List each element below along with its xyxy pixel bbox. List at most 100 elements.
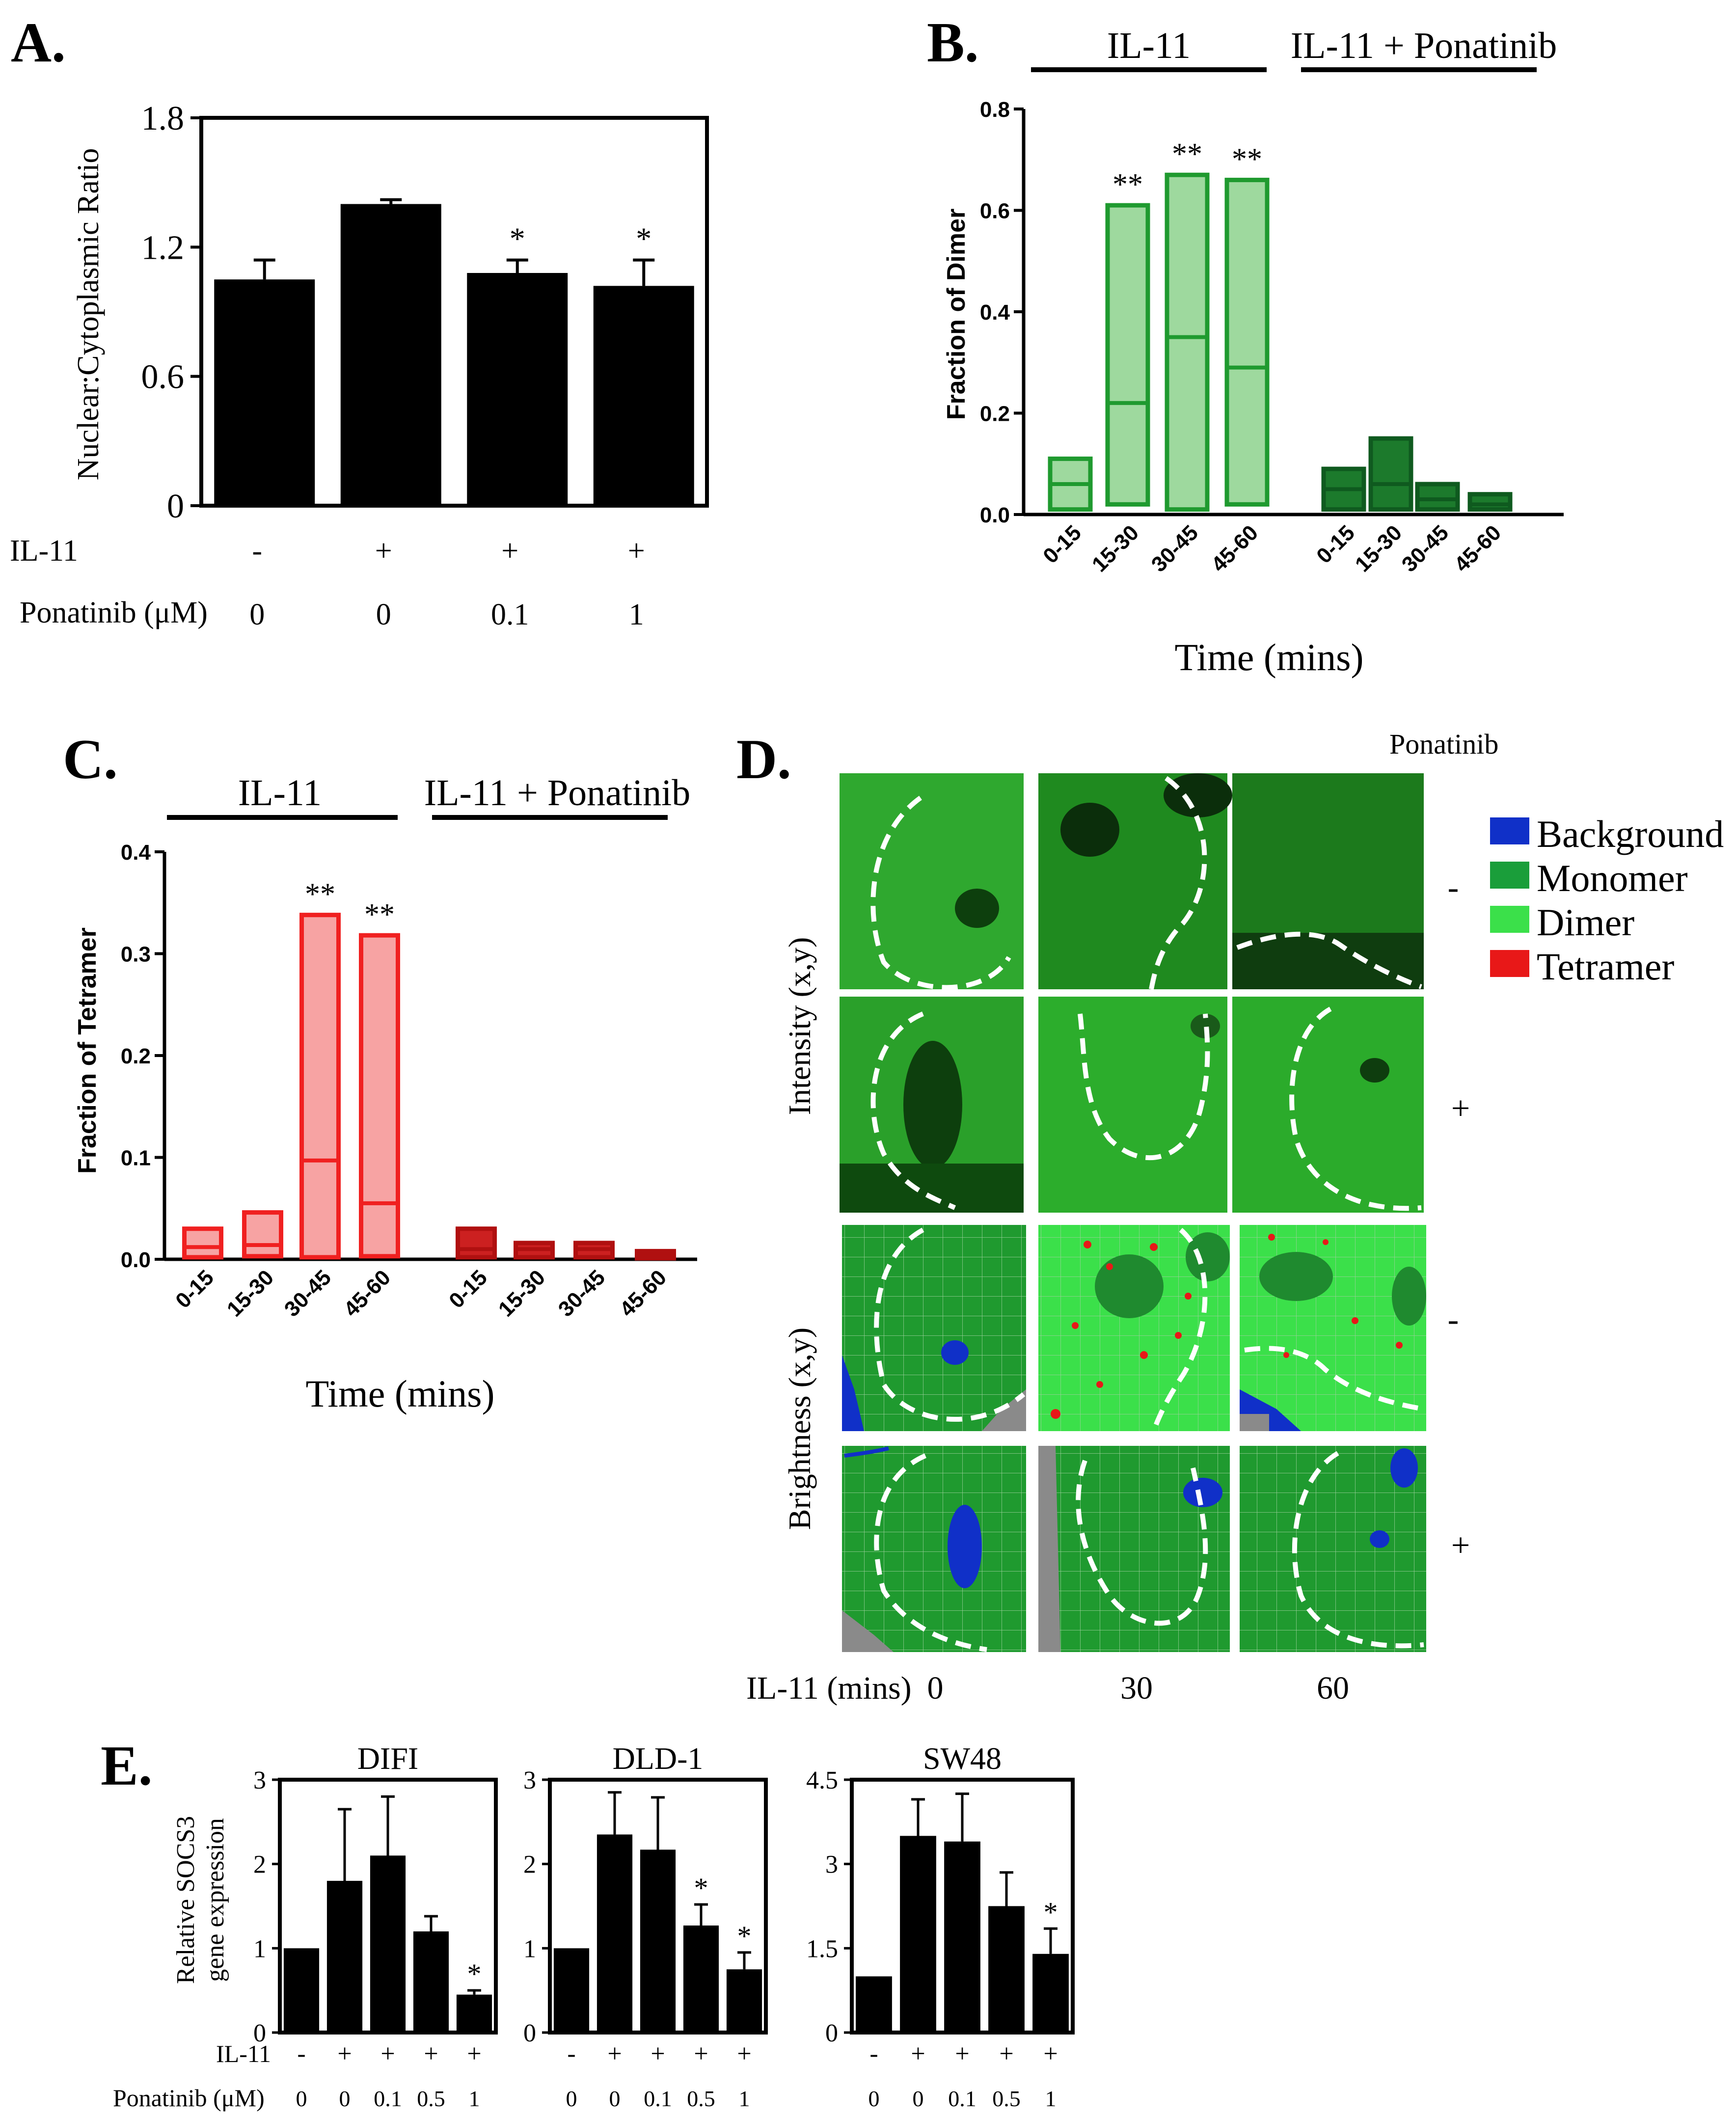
panel-a-ponatinib-dose: 0 — [376, 598, 391, 631]
panel-c-box — [242, 1210, 283, 1259]
panel-c-ylabel: Fraction of Tetramer — [73, 927, 102, 1174]
panel-e-ponatinib-dose: 0 — [296, 2086, 307, 2111]
panel-b-group1-title: IL-11 — [1107, 25, 1191, 66]
panel-a-row-label-il11: IL-11 — [10, 534, 78, 568]
legend-label-background: Background — [1537, 813, 1724, 855]
panel-b-box — [1224, 178, 1270, 507]
panel-e-bar — [640, 1849, 676, 2033]
panel-b-box — [1105, 203, 1150, 507]
brightness-image-row2-t0 — [842, 1446, 1026, 1652]
panel-b-category-label: 15-30 — [1087, 520, 1143, 576]
panel-e-bar — [370, 1855, 406, 2033]
intensity-image-row1-t30 — [1038, 773, 1232, 990]
panel-e-il11-sign: + — [911, 2040, 925, 2068]
panel-a-ponatinib-dose: 0 — [249, 598, 265, 631]
panel-e-ytick-label: 1.5 — [806, 1935, 838, 1963]
panel-a-bar — [214, 279, 315, 506]
panel-e-significance: * — [1044, 1896, 1058, 1928]
panel-e-ponatinib-dose: 0.1 — [374, 2086, 402, 2111]
panel-e: E. Relative SOCS3 gene expression IL-11 … — [101, 1735, 1075, 2112]
panel-a-label: A. — [11, 11, 66, 74]
panel-e-ponatinib-dose: 0 — [868, 2086, 880, 2111]
panel-e-ytick-label: 1 — [523, 1935, 536, 1963]
panel-a-ytick-label: 1.8 — [141, 100, 185, 137]
panel-e-ponatinib-dose: 0.5 — [992, 2086, 1021, 2111]
panel-e-bar — [856, 1976, 892, 2033]
panel-b-significance: ** — [1172, 137, 1202, 171]
panel-a-ponatinib-dose: 1 — [629, 598, 644, 631]
panel-e-ylabel-line2: gene expression — [201, 1818, 229, 1982]
panel-c-category-label: 30-45 — [554, 1265, 610, 1321]
panel-e-ytick-label: 0 — [523, 2019, 536, 2047]
panel-c: C. IL-11 IL-11 + Ponatinib Fraction of T… — [63, 728, 697, 1415]
panel-e-row-label-il11: IL-11 — [216, 2040, 271, 2067]
panel-a-il11-sign: + — [375, 534, 392, 568]
panel-e-ytick-label: 3 — [253, 1766, 266, 1794]
intensity-image-row2-t0 — [840, 997, 1024, 1213]
panel-e-bar — [553, 1948, 590, 2033]
panel-d-time-0: 0 — [927, 1670, 944, 1706]
panel-c-category-label: 30-45 — [280, 1265, 336, 1321]
brightness-image-row1-t0 — [842, 1225, 1026, 1431]
brightness-image-row2-t30 — [1038, 1446, 1230, 1652]
panel-a-bar — [593, 286, 694, 506]
panel-a-frame — [199, 116, 709, 508]
panel-e-ponatinib-dose: 0.5 — [687, 2086, 715, 2111]
panel-b-category-label: 45-60 — [1450, 520, 1506, 576]
panel-e-chart-title: DLD-1 — [613, 1741, 704, 1776]
panel-e-significance: * — [694, 1872, 708, 1904]
panel-e-bar — [597, 1834, 633, 2033]
panel-a: A. Nuclear:Cytoplasmic Ratio IL-11 Ponat… — [10, 11, 709, 631]
panel-b-ytick-label: 0.2 — [980, 402, 1010, 426]
panel-e-significance: * — [467, 1958, 482, 1990]
panel-b-box — [1165, 172, 1210, 512]
panel-e-bar — [413, 1931, 449, 2033]
panel-a-il11-sign: - — [252, 534, 262, 568]
panel-b-ytick-label: 0.4 — [980, 300, 1010, 325]
panel-d-column-header: Ponatinib — [1389, 728, 1498, 760]
panel-e-il11-sign: + — [467, 2040, 481, 2068]
panel-e-bar — [944, 1841, 980, 2033]
panel-e-ponatinib-dose: 1 — [1045, 2086, 1057, 2111]
panel-a-il11-sign: + — [628, 534, 645, 568]
panel-e-ponatinib-dose: 0.1 — [948, 2086, 976, 2111]
panel-c-box — [456, 1226, 497, 1260]
panel-d-sign-row4: + — [1451, 1526, 1470, 1564]
panel-d-sign-row1: - — [1448, 868, 1459, 906]
panel-b-ylabel: Fraction of Dimer — [942, 209, 971, 420]
legend-label-monomer: Monomer — [1537, 857, 1688, 899]
panel-e-bar — [283, 1948, 320, 2033]
panel-e-ytick-label: 3 — [523, 1766, 536, 1794]
legend-label-tetramer: Tetramer — [1537, 945, 1674, 988]
panel-c-category-label: 15-30 — [222, 1265, 278, 1321]
panel-e-ytick-label: 0 — [253, 2019, 266, 2047]
panel-c-category-label: 0-15 — [171, 1265, 218, 1313]
panel-d-row-label-brightness: Brightness (x,y) — [782, 1328, 817, 1530]
panel-a-ylabel: Nuclear:Cytoplasmic Ratio — [72, 148, 105, 481]
panel-e-ponatinib-dose: 0 — [339, 2086, 351, 2111]
panel-e-il11-sign: + — [955, 2040, 969, 2068]
panel-e-il11-sign: + — [337, 2040, 352, 2068]
panel-c-group1-title: IL-11 — [238, 772, 322, 814]
panel-c-ytick-label: 0.0 — [121, 1248, 151, 1272]
panel-b-box — [1415, 482, 1460, 512]
panel-e-il11-sign: + — [651, 2040, 665, 2068]
panel-c-ytick-label: 0.3 — [121, 943, 151, 967]
panel-e-bar — [326, 1881, 363, 2033]
panel-e-ponatinib-dose: 0 — [913, 2086, 924, 2111]
panel-c-box — [299, 913, 341, 1260]
panel-e-il11-sign: + — [424, 2040, 438, 2068]
panel-b-category-label: 0-15 — [1038, 520, 1086, 568]
panel-b-xlabel: Time (mins) — [1174, 636, 1363, 678]
panel-b-ytick-label: 0.8 — [980, 98, 1010, 122]
panel-c-xlabel: Time (mins) — [305, 1372, 494, 1415]
panel-b-category-label: 15-30 — [1351, 520, 1407, 576]
panel-e-ponatinib-dose: 1 — [469, 2086, 480, 2111]
panel-b-ytick-label: 0.6 — [980, 199, 1010, 223]
panel-c-group2-title: IL-11 + Ponatinib — [424, 772, 690, 814]
panel-e-ponatinib-dose: 0 — [566, 2086, 577, 2111]
panel-c-significance: ** — [305, 878, 335, 911]
panel-e-il11-sign: - — [297, 2040, 305, 2068]
